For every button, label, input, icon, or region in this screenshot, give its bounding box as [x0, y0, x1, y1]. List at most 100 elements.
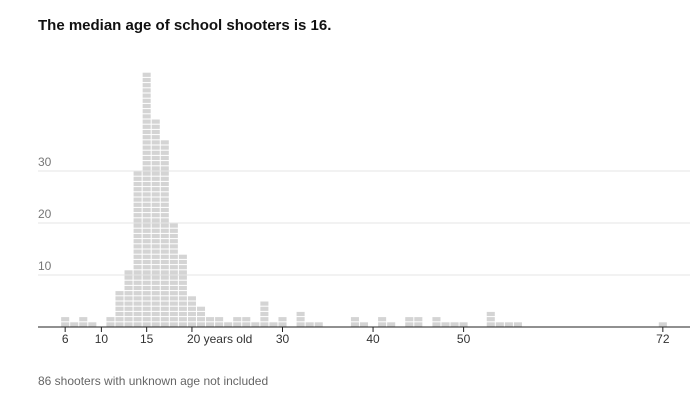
- square: [151, 228, 160, 233]
- column: [133, 171, 142, 327]
- square: [387, 322, 396, 327]
- square: [142, 311, 151, 317]
- square: [178, 285, 187, 291]
- square: [169, 259, 178, 265]
- square: [124, 275, 133, 280]
- square: [142, 166, 151, 171]
- y-tick-label: 20: [38, 207, 52, 221]
- column: [432, 317, 441, 327]
- square: [160, 202, 169, 207]
- square: [378, 322, 387, 327]
- square: [160, 197, 169, 202]
- square: [196, 311, 206, 317]
- x-tick-label: 72: [656, 332, 670, 346]
- square: [169, 249, 178, 254]
- square: [151, 280, 160, 285]
- square: [133, 239, 142, 244]
- square: [169, 306, 178, 311]
- square: [160, 213, 169, 218]
- square: [441, 322, 450, 327]
- square: [495, 322, 504, 327]
- square: [124, 291, 133, 296]
- square: [151, 192, 160, 197]
- square: [133, 301, 142, 306]
- square: [151, 135, 160, 140]
- square: [169, 280, 178, 285]
- square: [169, 233, 178, 239]
- square: [142, 233, 151, 239]
- square: [151, 129, 160, 135]
- square: [432, 317, 441, 322]
- square: [260, 317, 269, 322]
- square: [151, 244, 160, 249]
- square: [233, 317, 242, 322]
- square: [160, 317, 169, 322]
- square: [115, 291, 124, 296]
- square: [142, 103, 151, 109]
- square: [206, 322, 215, 327]
- square: [142, 181, 151, 187]
- square: [160, 291, 169, 296]
- square: [350, 322, 359, 327]
- square: [160, 192, 169, 197]
- square: [513, 322, 522, 327]
- square: [133, 270, 142, 275]
- square: [160, 301, 169, 306]
- square: [178, 270, 187, 275]
- column: [658, 322, 667, 327]
- square: [133, 181, 142, 187]
- square: [160, 140, 169, 145]
- square: [142, 213, 151, 218]
- square: [151, 202, 160, 207]
- square: [459, 322, 468, 327]
- square: [151, 181, 160, 187]
- square: [187, 317, 196, 322]
- square: [142, 275, 151, 280]
- square: [215, 317, 224, 322]
- square: [133, 275, 142, 280]
- square: [160, 244, 169, 249]
- square: [160, 275, 169, 280]
- column: [70, 322, 79, 327]
- footnote: 86 shooters with unknown age not include…: [38, 374, 268, 388]
- square: [142, 322, 151, 327]
- square: [124, 306, 133, 311]
- square: [61, 322, 70, 327]
- column: [206, 317, 215, 327]
- column: [196, 306, 206, 327]
- square: [142, 72, 151, 77]
- square: [142, 218, 151, 223]
- square: [151, 140, 160, 145]
- square: [133, 223, 142, 228]
- square: [151, 270, 160, 275]
- column: [441, 322, 450, 327]
- column: [169, 223, 178, 327]
- square: [124, 322, 133, 327]
- column: [296, 311, 305, 327]
- column: [160, 140, 169, 327]
- square: [196, 322, 206, 327]
- square: [178, 306, 187, 311]
- column: [486, 311, 495, 327]
- square: [296, 317, 305, 322]
- square: [350, 317, 359, 322]
- column: [350, 317, 359, 327]
- column: [305, 322, 314, 327]
- square: [151, 322, 160, 327]
- square: [504, 322, 513, 327]
- square: [142, 98, 151, 103]
- square: [133, 296, 142, 301]
- square: [133, 176, 142, 181]
- square: [142, 150, 151, 155]
- square: [178, 311, 187, 317]
- square: [187, 301, 196, 306]
- square: [124, 317, 133, 322]
- square: [133, 197, 142, 202]
- x-tick-label: 40: [366, 332, 380, 346]
- square: [115, 301, 124, 306]
- square: [106, 317, 115, 322]
- square: [151, 150, 160, 155]
- square: [142, 291, 151, 296]
- square: [133, 265, 142, 270]
- square: [115, 317, 124, 322]
